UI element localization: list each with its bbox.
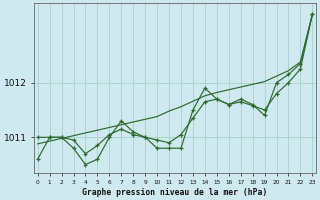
- X-axis label: Graphe pression niveau de la mer (hPa): Graphe pression niveau de la mer (hPa): [82, 188, 268, 197]
